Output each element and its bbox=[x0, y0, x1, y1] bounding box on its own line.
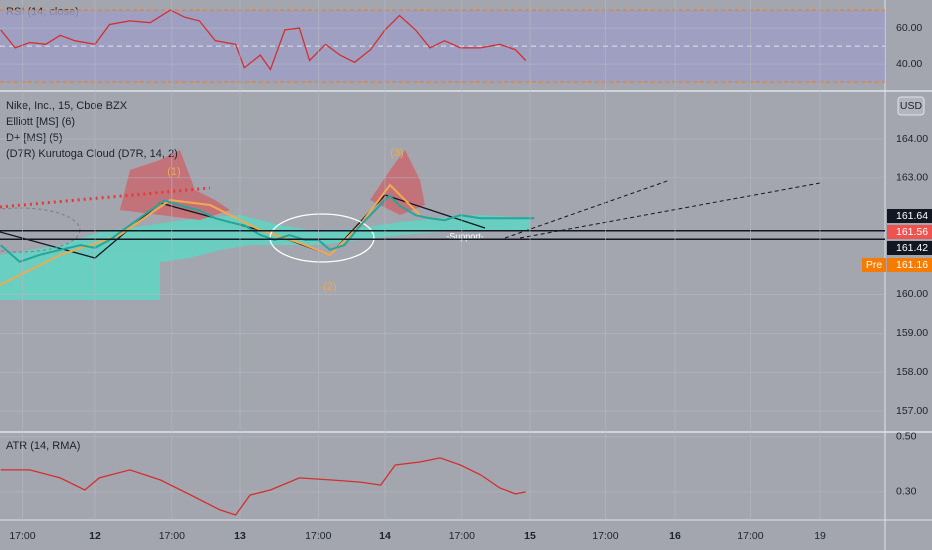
price-label-bg bbox=[887, 241, 932, 255]
indicator-label: (D7R) Kurutoga Cloud (D7R, 14, 2) bbox=[6, 148, 178, 160]
y-tick-label: 60.00 bbox=[896, 22, 922, 34]
price-label-bg bbox=[887, 225, 932, 239]
y-tick-label: 164.00 bbox=[896, 133, 928, 145]
cloud-green bbox=[0, 215, 530, 300]
projection bbox=[504, 179, 671, 239]
x-tick-label: 17:00 bbox=[305, 530, 331, 542]
price-label: 161.56 bbox=[896, 226, 928, 238]
x-tick-label: 19 bbox=[814, 530, 826, 542]
series-line bbox=[0, 9, 527, 71]
trend-dotted bbox=[0, 186, 211, 209]
indicator-label: Elliott [MS] (6) bbox=[6, 116, 75, 128]
y-tick-label: 158.00 bbox=[896, 366, 928, 378]
cloud-red bbox=[370, 150, 425, 215]
x-tick-label: 15 bbox=[524, 530, 536, 542]
wave-label: (2) bbox=[323, 281, 336, 293]
series-line bbox=[0, 194, 535, 263]
x-tick-label: 17:00 bbox=[159, 530, 185, 542]
x-tick-label: 13 bbox=[234, 530, 246, 542]
y-tick-label: 0.50 bbox=[896, 431, 917, 443]
y-tick-label: 40.00 bbox=[896, 58, 922, 70]
currency-box[interactable] bbox=[897, 96, 925, 116]
x-tick-label: 17:00 bbox=[9, 530, 35, 542]
support-label: -Support- bbox=[446, 231, 484, 241]
projection bbox=[519, 182, 821, 239]
pre-label: Pre bbox=[866, 259, 883, 271]
indicator-label: D+ [MS] (5) bbox=[6, 132, 63, 144]
price-label: 161.16 bbox=[896, 259, 928, 271]
price-label: 161.42 bbox=[896, 242, 928, 254]
cloud-red bbox=[120, 150, 230, 220]
y-tick-label: 163.00 bbox=[896, 172, 928, 184]
series-line bbox=[0, 457, 526, 516]
atr-title: ATR (14, RMA) bbox=[6, 440, 80, 452]
main-title: Nike, Inc., 15, Cboe BZX bbox=[6, 100, 128, 112]
price-label-bg bbox=[887, 209, 932, 223]
x-tick-label: 16 bbox=[669, 530, 681, 542]
y-tick-label: 0.30 bbox=[896, 486, 917, 498]
pre-label-bg bbox=[862, 258, 886, 272]
x-tick-label: 17:00 bbox=[449, 530, 475, 542]
x-tick-label: 17:00 bbox=[737, 530, 763, 542]
wave-label: (1) bbox=[167, 166, 180, 178]
x-tick-label: 12 bbox=[89, 530, 101, 542]
currency[interactable]: USD bbox=[900, 100, 923, 112]
cloud bbox=[0, 150, 530, 300]
price-label: 161.64 bbox=[896, 210, 928, 222]
x-tick-label: 14 bbox=[379, 530, 391, 542]
y-tick-label: 157.00 bbox=[896, 405, 928, 417]
y-tick-label: 160.00 bbox=[896, 288, 928, 300]
wave-label: (3) bbox=[390, 147, 403, 159]
y-tick-label: 159.00 bbox=[896, 327, 928, 339]
x-tick-label: 17:00 bbox=[592, 530, 618, 542]
price-label-bg bbox=[887, 258, 932, 272]
